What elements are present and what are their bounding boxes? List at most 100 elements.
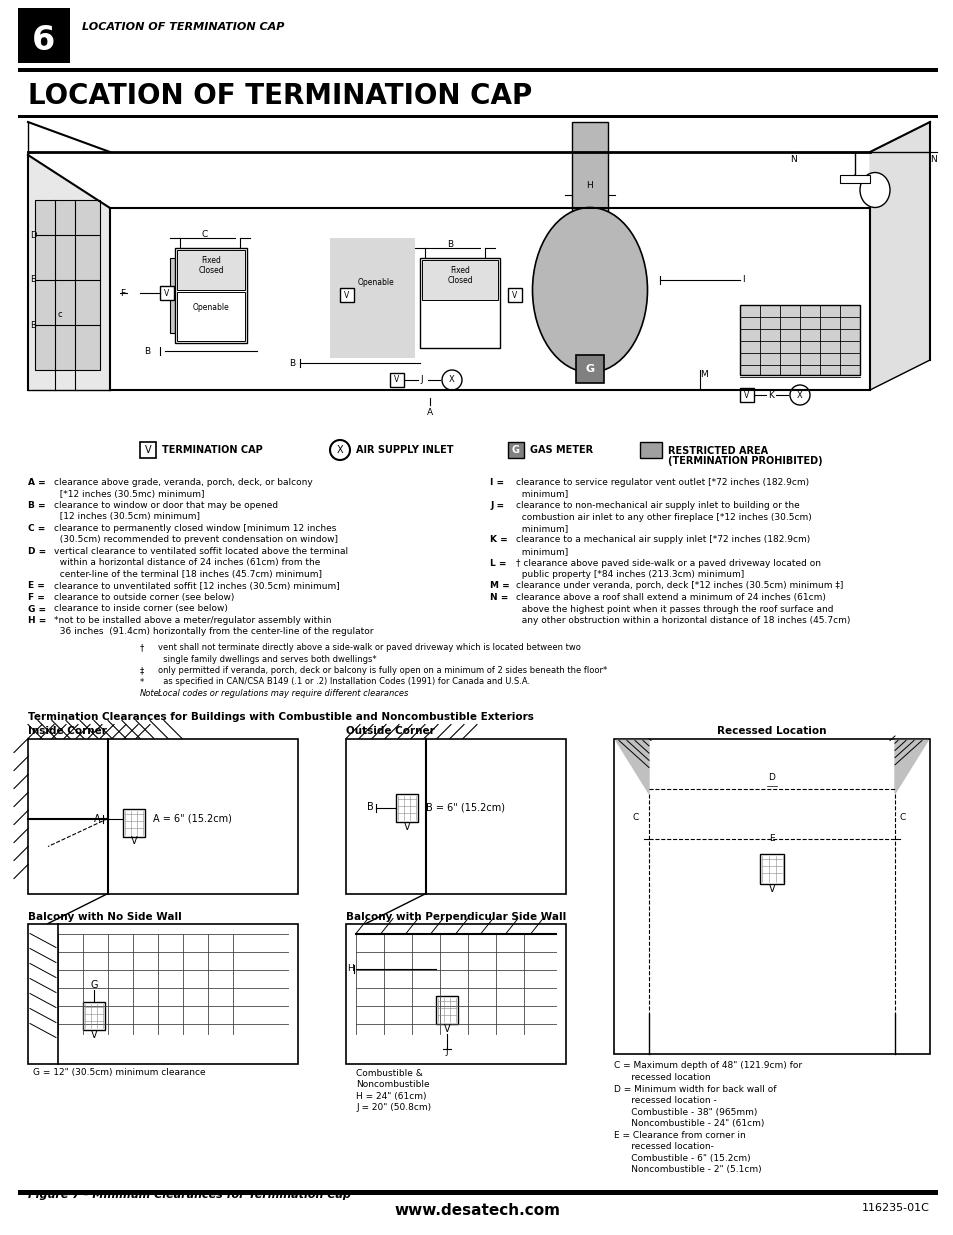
Text: Balcony with Perpendicular Side Wall: Balcony with Perpendicular Side Wall bbox=[346, 911, 566, 921]
Text: C = Maximum depth of 48" (121.9cm) for: C = Maximum depth of 48" (121.9cm) for bbox=[614, 1062, 801, 1071]
Text: A: A bbox=[427, 408, 433, 417]
Text: X: X bbox=[449, 375, 455, 384]
Text: D = Minimum width for back wall of: D = Minimum width for back wall of bbox=[614, 1084, 776, 1093]
Text: J: J bbox=[445, 1046, 448, 1056]
Text: K =: K = bbox=[490, 536, 511, 545]
Text: K: K bbox=[767, 390, 773, 399]
Text: Balcony with No Side Wall: Balcony with No Side Wall bbox=[28, 911, 182, 921]
Text: V: V bbox=[403, 821, 410, 831]
Text: clearance to permanently closed window [minimum 12 inches: clearance to permanently closed window [… bbox=[54, 524, 336, 534]
Text: clearance above a roof shall extend a minimum of 24 inches (61cm): clearance above a roof shall extend a mi… bbox=[516, 593, 825, 601]
Bar bbox=[346, 924, 565, 1063]
Text: X: X bbox=[797, 390, 802, 399]
Text: clearance under veranda, porch, deck [*12 inches (30.5cm) minimum ‡]: clearance under veranda, porch, deck [*1… bbox=[516, 582, 842, 590]
Text: C =: C = bbox=[28, 524, 49, 534]
Text: I: I bbox=[741, 275, 744, 284]
Text: B: B bbox=[367, 803, 374, 813]
Text: only permitted if veranda, porch, deck or balcony is fully open on a minimum of : only permitted if veranda, porch, deck o… bbox=[158, 666, 607, 676]
Bar bbox=[507, 288, 521, 303]
Text: †: † bbox=[140, 643, 144, 652]
Text: clearance above grade, veranda, porch, deck, or balcony: clearance above grade, veranda, porch, d… bbox=[54, 478, 313, 487]
Bar bbox=[28, 924, 297, 1063]
Bar bbox=[160, 287, 173, 300]
Text: public property [*84 inches (213.3cm) minimum]: public property [*84 inches (213.3cm) mi… bbox=[516, 571, 743, 579]
Text: V: V bbox=[394, 375, 399, 384]
Text: [*12 inches (30.5mc) minimum]: [*12 inches (30.5mc) minimum] bbox=[54, 489, 204, 499]
Text: V: V bbox=[768, 883, 775, 893]
Text: Note:: Note: bbox=[140, 689, 162, 698]
Text: vertical clearance to ventilated soffit located above the terminal: vertical clearance to ventilated soffit … bbox=[54, 547, 348, 556]
Bar bbox=[760, 853, 783, 883]
Text: N =: N = bbox=[490, 593, 511, 601]
Text: Openable: Openable bbox=[357, 278, 395, 287]
Bar bbox=[28, 739, 297, 893]
Text: Recessed Location: Recessed Location bbox=[717, 726, 826, 736]
Text: X: X bbox=[336, 445, 343, 454]
Text: clearance to a mechanical air supply inlet [*72 inches (182.9cm): clearance to a mechanical air supply inl… bbox=[516, 536, 809, 545]
Polygon shape bbox=[28, 156, 110, 390]
Bar bbox=[740, 388, 753, 403]
Text: D: D bbox=[768, 773, 775, 782]
Text: *not to be installed above a meter/regulator assembly within: *not to be installed above a meter/regul… bbox=[54, 616, 331, 625]
Text: C: C bbox=[202, 230, 208, 240]
Text: E =: E = bbox=[28, 582, 48, 590]
Text: (30.5cm) recommended to prevent condensation on window]: (30.5cm) recommended to prevent condensa… bbox=[54, 536, 337, 545]
Text: V: V bbox=[145, 445, 152, 454]
Text: M: M bbox=[700, 370, 707, 379]
Text: N: N bbox=[789, 156, 796, 164]
Text: GAS METER: GAS METER bbox=[530, 445, 593, 454]
Text: B: B bbox=[144, 347, 150, 356]
Text: clearance to inside corner (see below): clearance to inside corner (see below) bbox=[54, 604, 228, 614]
Polygon shape bbox=[616, 741, 648, 794]
Bar bbox=[123, 809, 145, 836]
Text: M =: M = bbox=[490, 582, 513, 590]
Text: F: F bbox=[120, 289, 125, 298]
Text: clearance to non-mechanical air supply inlet to building or the: clearance to non-mechanical air supply i… bbox=[516, 501, 799, 510]
Text: clearance to service regulator vent outlet [*72 inches (182.9cm): clearance to service regulator vent outl… bbox=[516, 478, 808, 487]
Text: D: D bbox=[30, 231, 36, 240]
Text: V: V bbox=[512, 290, 517, 300]
Text: minimum]: minimum] bbox=[516, 547, 568, 556]
Ellipse shape bbox=[859, 173, 889, 207]
Text: ‡: ‡ bbox=[140, 666, 144, 676]
Bar bbox=[639, 442, 661, 458]
Bar bbox=[18, 1191, 937, 1195]
Text: Noncombustible - 24" (61cm): Noncombustible - 24" (61cm) bbox=[614, 1119, 763, 1128]
Text: Inside Corner: Inside Corner bbox=[28, 726, 107, 736]
Text: L =: L = bbox=[490, 558, 509, 568]
Text: H = 24" (61cm): H = 24" (61cm) bbox=[355, 1092, 426, 1100]
Bar bbox=[507, 442, 523, 458]
Text: c: c bbox=[57, 310, 62, 319]
Bar bbox=[330, 238, 415, 358]
Bar bbox=[390, 373, 403, 387]
Text: center-line of the terminal [18 inches (45.7cm) minimum]: center-line of the terminal [18 inches (… bbox=[54, 571, 322, 579]
Bar bbox=[395, 794, 417, 821]
Text: 6: 6 bbox=[32, 23, 55, 57]
Text: vent shall not terminate directly above a side-walk or paved driveway which is l: vent shall not terminate directly above … bbox=[158, 643, 580, 652]
Text: N: N bbox=[929, 156, 936, 164]
Text: H =: H = bbox=[28, 616, 50, 625]
Text: B: B bbox=[289, 358, 294, 368]
Bar bbox=[840, 175, 869, 183]
Text: [12 inches (30.5cm) minimum]: [12 inches (30.5cm) minimum] bbox=[54, 513, 200, 521]
Bar bbox=[174, 248, 247, 343]
Text: F =: F = bbox=[28, 593, 48, 601]
Text: Fixed: Fixed bbox=[450, 266, 470, 275]
Text: LOCATION OF TERMINATION CAP: LOCATION OF TERMINATION CAP bbox=[28, 82, 532, 110]
Bar bbox=[83, 1002, 105, 1030]
Text: C: C bbox=[632, 814, 639, 823]
Text: 116235-01C: 116235-01C bbox=[862, 1203, 929, 1213]
Text: Noncombustible: Noncombustible bbox=[355, 1079, 429, 1089]
Text: recessed location-: recessed location- bbox=[614, 1142, 713, 1151]
Text: G: G bbox=[91, 979, 97, 989]
Text: recessed location -: recessed location - bbox=[614, 1095, 716, 1105]
Text: Noncombustible - 2" (5.1cm): Noncombustible - 2" (5.1cm) bbox=[614, 1165, 760, 1174]
Bar bbox=[18, 68, 937, 72]
Text: † clearance above paved side-walk or a paved driveway located on: † clearance above paved side-walk or a p… bbox=[516, 558, 821, 568]
Text: any other obstruction within a horizontal distance of 18 inches (45.7cm): any other obstruction within a horizonta… bbox=[516, 616, 849, 625]
Bar bbox=[421, 261, 497, 300]
Bar bbox=[177, 291, 245, 341]
Bar bbox=[170, 258, 247, 333]
Text: B: B bbox=[30, 321, 36, 330]
Text: (TERMINATION PROHIBITED): (TERMINATION PROHIBITED) bbox=[667, 456, 821, 466]
